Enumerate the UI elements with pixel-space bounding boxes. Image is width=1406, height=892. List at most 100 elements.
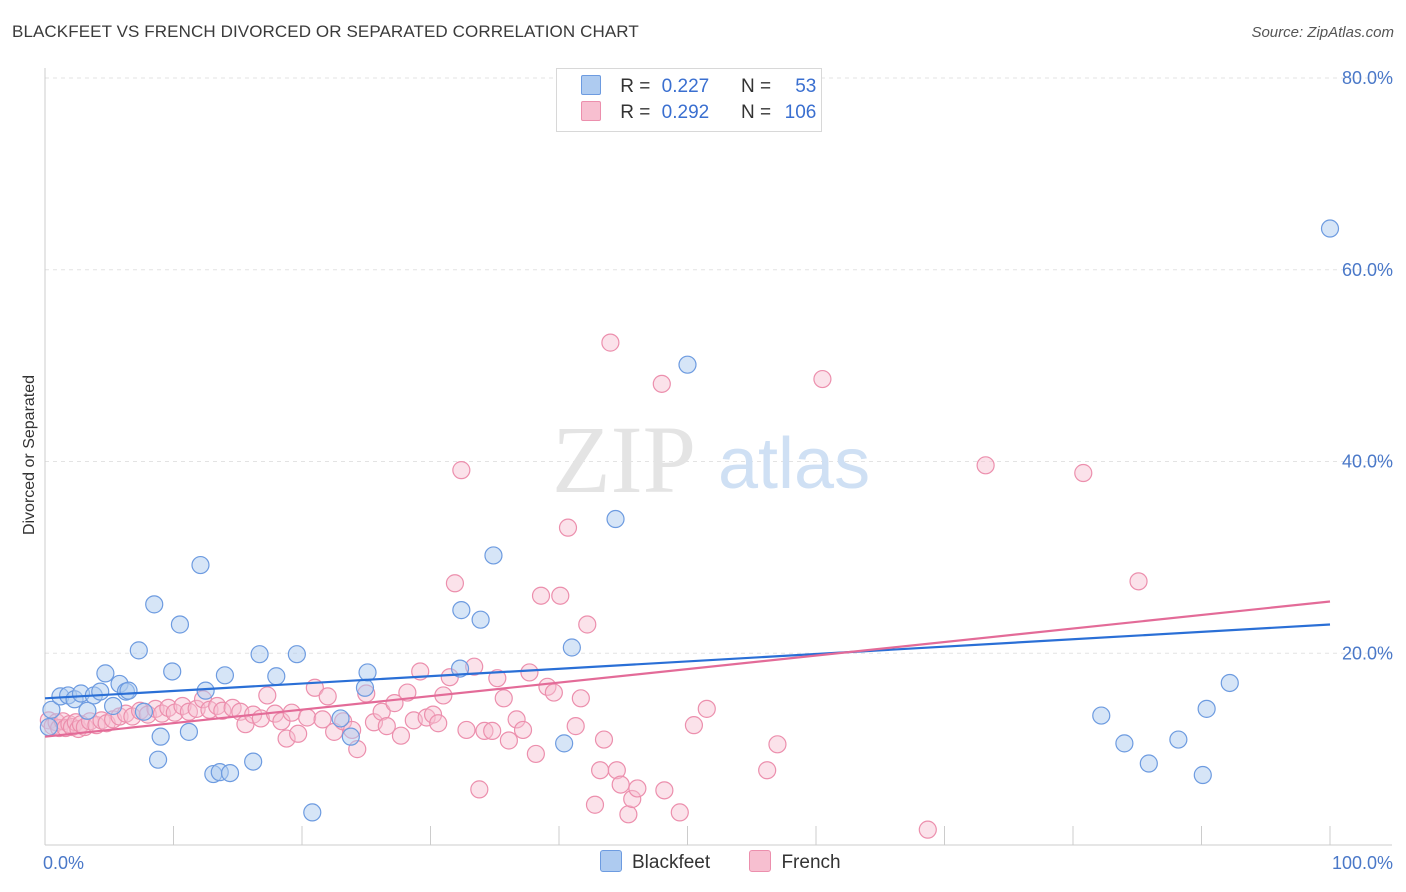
blackfeet-point <box>163 662 182 681</box>
french-point <box>607 761 626 780</box>
blackfeet-point <box>452 601 471 620</box>
french-point <box>768 735 787 754</box>
watermark-atlas: atlas <box>718 424 870 504</box>
stats-legend: R = 0.227 N = 53 R = 0.292 N = 106 <box>556 68 822 132</box>
french-point <box>591 761 610 780</box>
french-point <box>544 683 563 702</box>
french-point <box>594 730 614 749</box>
french-point <box>578 615 597 634</box>
blackfeet-point <box>244 752 263 771</box>
french-point <box>452 461 471 480</box>
french-point <box>513 720 533 740</box>
blackfeet-points <box>39 219 1340 822</box>
r-value: 0.292 <box>661 102 710 123</box>
french-point <box>531 586 551 605</box>
y-tick-label: 60.0% <box>1342 260 1393 280</box>
french-point <box>318 687 337 706</box>
blackfeet-point <box>250 645 269 664</box>
french-trend-line <box>44 600 1331 738</box>
french-point <box>566 717 585 736</box>
n-value: 106 <box>784 102 817 123</box>
x-tick-label: 100.0% <box>1332 853 1393 873</box>
blackfeet-point <box>471 610 490 629</box>
french-point <box>213 701 232 720</box>
french-point <box>628 779 647 798</box>
blackfeet-point <box>1169 730 1188 749</box>
french-point <box>457 720 476 740</box>
french-point <box>918 820 937 839</box>
tick-labels: 20.0% 40.0% 60.0% 80.0% 0.0% 100.0% <box>43 68 1393 873</box>
blackfeet-point <box>134 702 154 721</box>
french-point <box>470 780 489 799</box>
blackfeet-point <box>287 645 306 664</box>
french-point <box>277 729 296 748</box>
grid-lines <box>45 77 1392 654</box>
blackfeet-point <box>42 700 61 719</box>
r-value: 0.227 <box>661 76 710 97</box>
french-point <box>611 775 630 794</box>
french-swatch-icon <box>581 101 601 121</box>
r-label: R = <box>620 76 651 97</box>
n-label: N = <box>740 102 772 123</box>
french-point <box>282 703 301 722</box>
french-point <box>758 761 777 780</box>
french-point <box>488 669 507 688</box>
n-label: N = <box>740 76 772 97</box>
french-point <box>1129 572 1148 591</box>
blackfeet-point <box>1115 734 1134 753</box>
french-point <box>697 699 716 718</box>
blackfeet-swatch-icon <box>581 75 601 95</box>
blackfeet-point <box>39 717 58 737</box>
french-point <box>289 724 308 743</box>
blackfeet-point <box>267 667 286 686</box>
blackfeet-point <box>355 678 375 697</box>
blackfeet-point <box>104 696 123 716</box>
blackfeet-point <box>1320 219 1340 238</box>
blackfeet-point <box>606 509 625 529</box>
blackfeet-point <box>78 701 97 720</box>
french-point <box>398 683 417 702</box>
french-point <box>494 689 513 708</box>
r-label: R = <box>620 102 651 123</box>
french-point <box>623 789 642 809</box>
watermark-zip: ZIP <box>552 406 696 513</box>
legend-row-blackfeet: R = 0.227 N = 53 <box>581 75 816 101</box>
blackfeet-point <box>1193 765 1212 785</box>
french-point <box>601 333 620 352</box>
y-axis-label: Divorced or Separated <box>21 375 38 535</box>
blackfeet-point <box>562 638 581 657</box>
n-value: 53 <box>795 76 817 97</box>
y-tick-label: 80.0% <box>1342 68 1393 88</box>
blackfeet-point <box>555 734 574 753</box>
blackfeet-point <box>450 659 470 678</box>
french-point <box>520 663 539 682</box>
french-point <box>372 702 391 721</box>
french-point <box>526 744 545 764</box>
blackfeet-point <box>191 555 210 575</box>
french-point <box>619 805 638 824</box>
blackfeet-point <box>215 666 234 685</box>
blackfeet-point <box>1139 754 1158 773</box>
chart-title: BLACKFEET VS FRENCH DIVORCED OR SEPARATE… <box>12 22 639 41</box>
blackfeet-point <box>129 641 148 660</box>
blackfeet-point <box>1220 673 1239 693</box>
french-point <box>187 699 206 718</box>
blackfeet-point <box>331 709 350 728</box>
french-point <box>423 705 443 724</box>
french-legend-icon <box>749 850 772 872</box>
french-point <box>507 710 526 729</box>
french-legend-label: French <box>781 852 841 873</box>
y-tick-label: 20.0% <box>1342 643 1393 663</box>
french-point <box>976 456 995 475</box>
blackfeet-legend-label: Blackfeet <box>632 852 711 873</box>
blackfeet-point <box>1197 699 1216 718</box>
french-point <box>558 518 578 537</box>
french-point <box>298 708 317 727</box>
blackfeet-point <box>91 682 110 701</box>
blackfeet-point <box>303 803 322 822</box>
french-point <box>551 586 570 605</box>
blackfeet-point <box>151 727 170 746</box>
chart-source: Source: ZipAtlas.com <box>1251 24 1394 41</box>
french-point <box>1074 463 1093 483</box>
french-point <box>684 716 704 735</box>
